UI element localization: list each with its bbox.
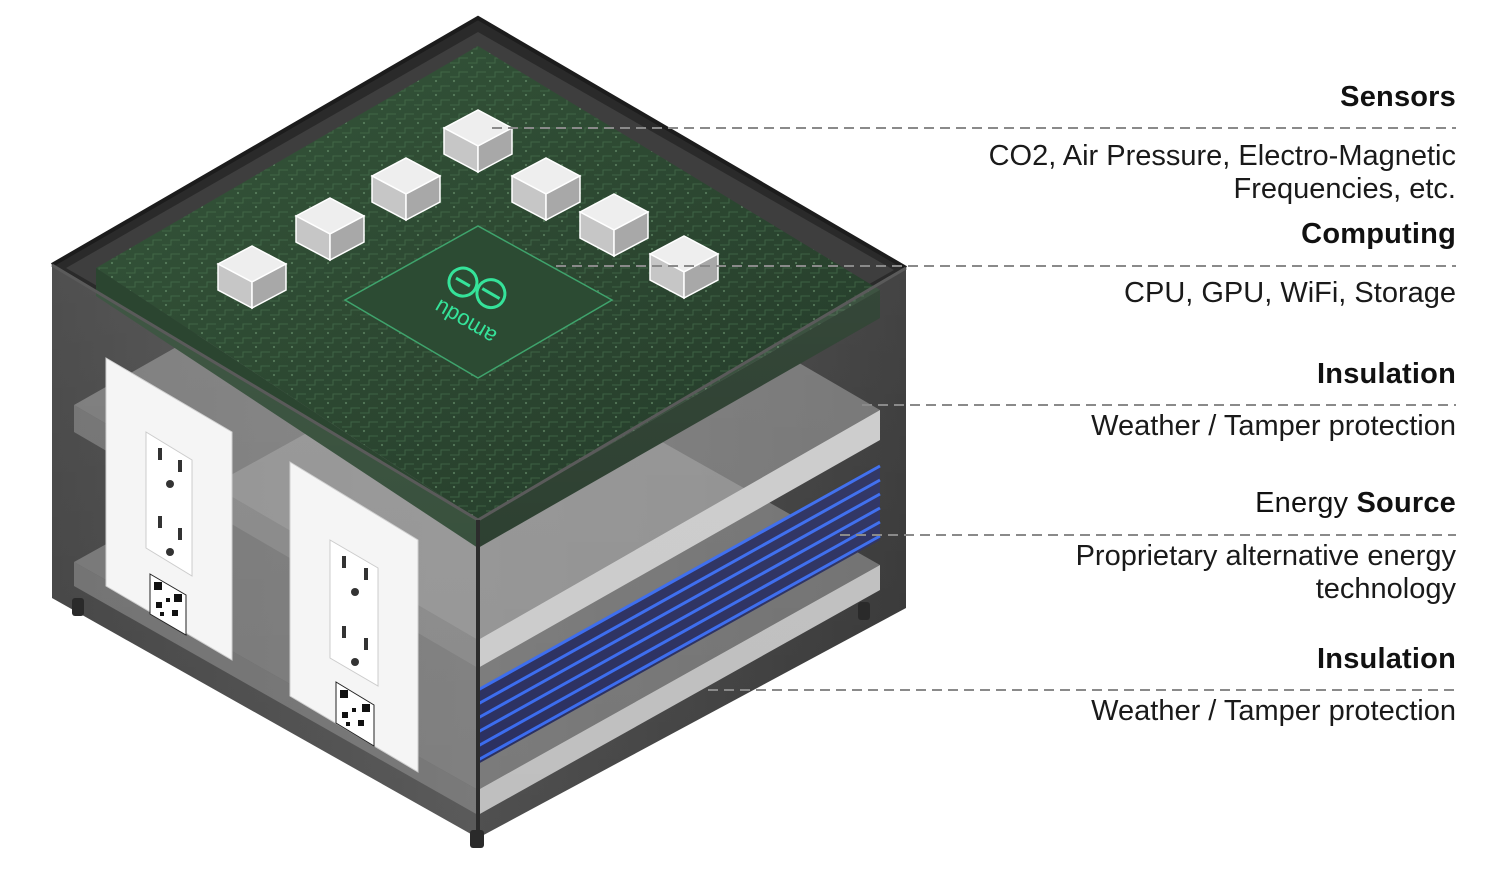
outlet-ground — [166, 480, 174, 488]
sensor-cube — [294, 197, 366, 262]
qr-code — [335, 681, 375, 747]
outlet-slot — [364, 568, 368, 580]
device-feet — [72, 598, 870, 848]
sensors-title: Sensors — [1340, 81, 1456, 113]
power-outlet-panel — [289, 461, 419, 773]
outlet-slot — [364, 638, 368, 650]
energy-title-prefix: Energy — [1255, 487, 1357, 519]
sensors-description: CO2, Air Pressure, Electro-Magnetic Freq… — [988, 140, 1456, 205]
sensor-cube — [510, 157, 582, 222]
outlet-ground — [166, 548, 174, 556]
outlet-slot — [178, 528, 182, 540]
qr-code — [149, 573, 187, 636]
energy-title-bold: Source — [1356, 487, 1456, 519]
outlet-slot — [158, 448, 162, 460]
energy-source-description: Proprietary alternative energy technolog… — [1075, 540, 1456, 605]
sensor-cube — [578, 193, 650, 258]
outlet-ground — [351, 658, 359, 666]
insulation-top-title: Insulation — [1317, 358, 1456, 390]
outlet-ground — [351, 588, 359, 596]
computing-title: Computing — [1301, 218, 1456, 250]
sensor-cube — [216, 245, 288, 310]
insulation-bottom-title: Insulation — [1317, 643, 1456, 675]
power-outlet-panel — [105, 357, 233, 661]
insulation-bottom-description: Weather / Tamper protection — [1091, 695, 1456, 727]
outlet-slot — [178, 460, 182, 472]
leader-lines — [492, 127, 1456, 691]
outlet-slot — [342, 556, 346, 568]
energy-source-title: Energy Source — [896, 486, 1456, 520]
sensor-cube — [370, 157, 442, 222]
sensor-cube — [442, 109, 514, 174]
outlet-slot — [158, 516, 162, 528]
computing-description: CPU, GPU, WiFi, Storage — [1124, 277, 1456, 309]
outlet-slot — [342, 626, 346, 638]
insulation-top-description: Weather / Tamper protection — [1091, 410, 1456, 442]
